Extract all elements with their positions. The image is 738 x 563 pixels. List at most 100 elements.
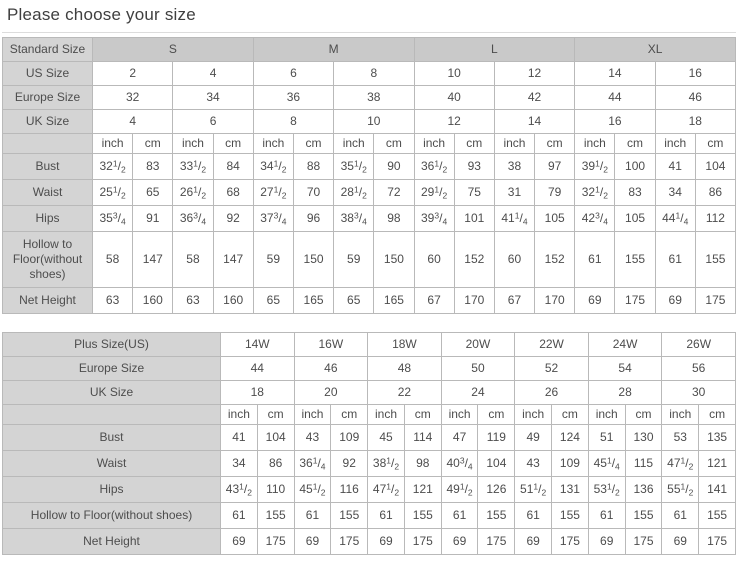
table-cell: inch: [333, 133, 375, 154]
table-cell: 551/2: [661, 476, 700, 503]
table-cell: 90: [373, 153, 415, 180]
table-row: Plus Size(US) 14W 16W 18W 20W 22W 24W 26W: [2, 332, 736, 357]
table-cell: 383/4: [333, 205, 375, 232]
table-cell: 46: [654, 85, 737, 110]
table-cell: 26W: [661, 332, 736, 357]
table-cell: inch: [661, 404, 700, 425]
table-cell: 92: [212, 205, 254, 232]
table-cell: 131: [551, 476, 589, 503]
table-cell: 170: [534, 287, 576, 314]
table-cell: inch: [91, 133, 134, 154]
table-cell: cm: [373, 133, 415, 154]
table-cell: inch: [367, 404, 405, 425]
table-cell: inch: [574, 133, 616, 154]
table-cell: 38: [333, 85, 415, 110]
table-cell: inch: [252, 133, 294, 154]
table-cell: 34: [220, 450, 258, 477]
table-cell: 150: [373, 231, 415, 288]
table-cell: 155: [403, 502, 442, 529]
table-cell: cm: [614, 133, 656, 154]
table-cell: 48: [367, 356, 442, 381]
table-row: Bust 41 104 43 109 45 114 47 119 49 124 51 130 53 135: [2, 424, 736, 451]
table-cell: 105: [614, 205, 656, 232]
table-cell: 88: [292, 153, 335, 180]
table-cell: cm: [330, 404, 369, 425]
table-cell: 53: [661, 424, 700, 451]
table-cell: 16: [654, 61, 737, 86]
table-cell: 14W: [220, 332, 295, 357]
table-cell: 160: [132, 287, 174, 314]
size-group-header: XL: [574, 37, 736, 62]
table-cell: 16W: [293, 332, 369, 357]
table-cell: 61: [514, 502, 553, 529]
table-cell: 491/2: [440, 476, 479, 503]
table-cell: 54: [587, 356, 663, 381]
table-cell: inch: [220, 404, 258, 425]
table-cell: 261/2: [172, 179, 214, 206]
table-cell: 155: [256, 502, 295, 529]
table-cell: 6: [172, 109, 254, 134]
table-cell: 152: [453, 231, 495, 288]
table-cell: 51: [587, 424, 626, 451]
table-cell: 32: [91, 85, 174, 110]
table-cell: 175: [694, 287, 737, 314]
table-cell: 175: [698, 528, 736, 555]
table-cell: 67: [493, 287, 536, 314]
table-cell: 36: [252, 85, 335, 110]
table-cell: 49: [514, 424, 553, 451]
table-cell: 6: [252, 61, 335, 86]
table-cell: cm: [453, 133, 495, 154]
table-cell: 59: [252, 231, 294, 288]
table-cell: 130: [624, 424, 663, 451]
table-cell: 431/2: [220, 476, 258, 503]
table-cell: 135: [698, 424, 736, 451]
table-cell: cm: [624, 404, 663, 425]
table-cell: 43: [514, 450, 553, 477]
table-cell: inch: [493, 133, 536, 154]
table-cell: 61: [587, 502, 626, 529]
table-cell: 83: [614, 179, 656, 206]
table-cell: 104: [477, 450, 516, 477]
table-cell: 100: [614, 153, 656, 180]
table-cell: 61: [220, 502, 258, 529]
table-cell: 69: [661, 528, 700, 555]
row-label: Net Height: [2, 287, 93, 314]
table-cell: 63: [172, 287, 214, 314]
table-cell: 119: [477, 424, 516, 451]
size-group-header: S: [92, 37, 254, 62]
table-cell: 24W: [587, 332, 663, 357]
table-cell: 441/4: [654, 205, 696, 232]
page-title: Please choose your size: [7, 5, 196, 24]
table-cell: 155: [477, 502, 516, 529]
table-cell: cm: [256, 404, 295, 425]
table-cell: 24: [440, 380, 516, 405]
table-cell: 42: [493, 85, 576, 110]
table-cell: 34: [654, 179, 696, 206]
table-cell: 41: [220, 424, 258, 451]
table-cell: inch: [172, 133, 214, 154]
table-cell: 112: [694, 205, 737, 232]
table-cell: 93: [453, 153, 495, 180]
table-cell: 12: [493, 61, 576, 86]
table-cell: inch: [654, 133, 696, 154]
table-cell: 361/4: [293, 450, 332, 477]
table-cell: 26: [514, 380, 589, 405]
table-cell: 72: [373, 179, 415, 206]
table-cell: 18: [654, 109, 737, 134]
table-cell: 353/4: [91, 205, 134, 232]
row-label: [2, 404, 221, 425]
table-row: UK Size 4 6 8 10 12 14 16 18: [2, 109, 737, 134]
table-cell: 155: [694, 231, 737, 288]
table-row: Waist 34 86 361/4 92 381/2 98 403/4 104 43 109 451/…: [2, 450, 736, 477]
table-cell: 10: [333, 109, 415, 134]
table-cell: 165: [292, 287, 335, 314]
table-cell: 109: [330, 424, 369, 451]
table-cell: 271/2: [252, 179, 294, 206]
title-divider: [2, 32, 736, 33]
table-cell: 10: [413, 61, 495, 86]
table-cell: 175: [403, 528, 442, 555]
table-cell: 8: [252, 109, 335, 134]
row-label: US Size: [2, 61, 93, 86]
table-cell: 165: [373, 287, 415, 314]
table-cell: inch: [514, 404, 553, 425]
